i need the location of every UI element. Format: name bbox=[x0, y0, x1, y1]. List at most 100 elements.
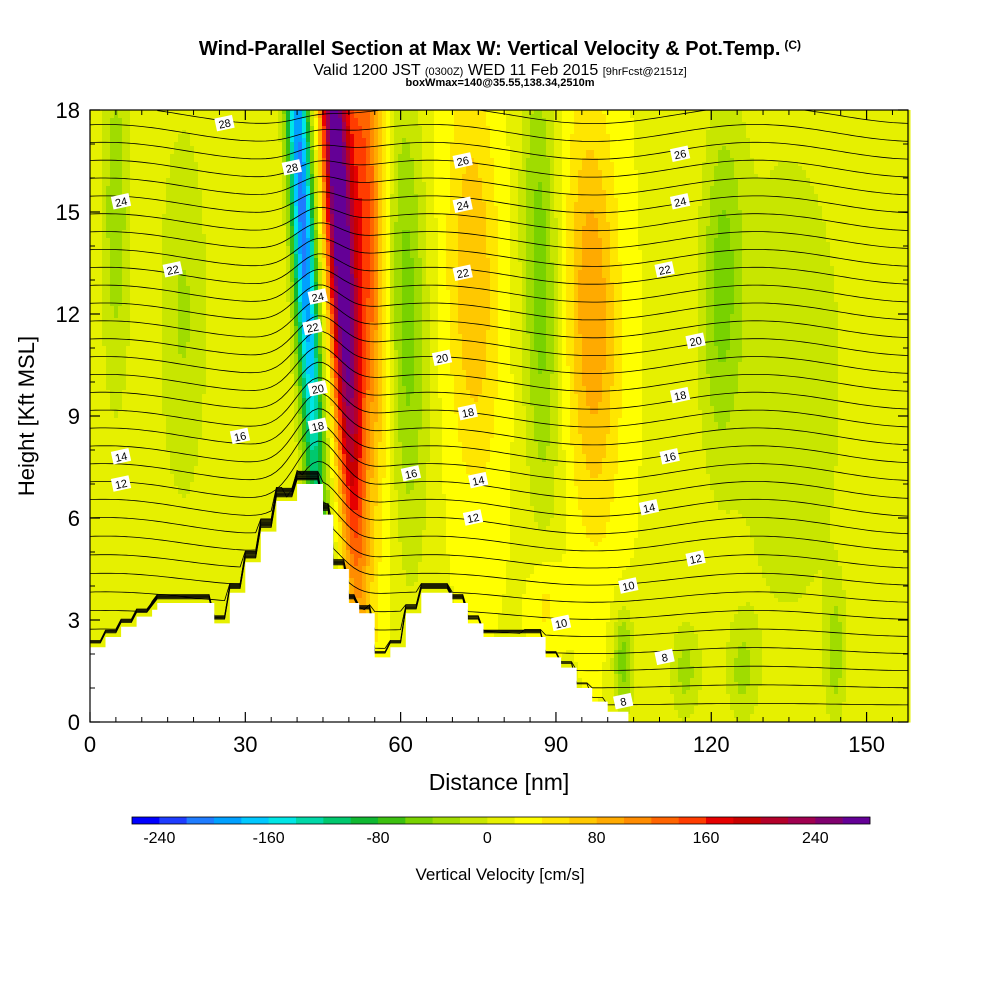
w-cell bbox=[198, 418, 203, 423]
w-cell bbox=[158, 370, 163, 375]
w-cell bbox=[134, 566, 139, 571]
w-cell bbox=[214, 542, 219, 547]
w-cell bbox=[98, 482, 103, 487]
w-cell bbox=[202, 274, 207, 279]
w-cell bbox=[106, 190, 111, 195]
w-cell bbox=[210, 230, 215, 235]
w-cell bbox=[206, 294, 211, 299]
w-cell bbox=[126, 294, 131, 299]
w-cell bbox=[154, 486, 159, 491]
w-cell bbox=[158, 178, 163, 183]
w-cell bbox=[166, 258, 171, 263]
w-cell bbox=[106, 246, 111, 251]
w-cell bbox=[198, 314, 203, 319]
w-cell bbox=[174, 534, 179, 539]
w-cell bbox=[170, 174, 175, 179]
w-cell bbox=[146, 350, 151, 355]
w-cell bbox=[182, 550, 187, 555]
w-cell bbox=[138, 250, 143, 255]
w-cell bbox=[118, 562, 123, 567]
w-cell bbox=[182, 346, 187, 351]
w-cell bbox=[90, 202, 95, 207]
w-cell bbox=[162, 574, 167, 579]
w-cell bbox=[138, 450, 143, 455]
w-cell bbox=[182, 514, 187, 519]
w-cell bbox=[178, 242, 183, 247]
w-cell bbox=[118, 466, 123, 471]
w-cell bbox=[202, 210, 207, 215]
w-cell bbox=[174, 170, 179, 175]
w-cell bbox=[166, 382, 171, 387]
w-cell bbox=[110, 594, 115, 599]
w-cell bbox=[202, 430, 207, 435]
w-cell bbox=[166, 338, 171, 343]
w-cell bbox=[202, 110, 207, 115]
w-cell bbox=[170, 406, 175, 411]
w-cell bbox=[174, 506, 179, 511]
w-cell bbox=[138, 242, 143, 247]
w-cell bbox=[166, 330, 171, 335]
w-cell bbox=[194, 138, 199, 143]
w-cell bbox=[178, 282, 183, 287]
w-cell bbox=[166, 598, 171, 603]
w-cell bbox=[142, 462, 147, 467]
w-cell bbox=[206, 446, 211, 451]
w-cell bbox=[118, 526, 123, 531]
w-cell bbox=[138, 578, 143, 583]
w-cell bbox=[154, 114, 159, 119]
w-cell bbox=[142, 590, 147, 595]
w-cell bbox=[126, 398, 131, 403]
w-cell bbox=[190, 222, 195, 227]
w-cell bbox=[118, 286, 123, 291]
w-cell bbox=[126, 362, 131, 367]
w-cell bbox=[174, 122, 179, 127]
w-cell bbox=[182, 214, 187, 219]
w-cell bbox=[138, 354, 143, 359]
w-cell bbox=[190, 558, 195, 563]
w-cell bbox=[214, 462, 219, 467]
w-cell bbox=[134, 490, 139, 495]
w-cell bbox=[218, 382, 223, 387]
w-cell bbox=[202, 402, 207, 407]
w-cell bbox=[162, 546, 167, 551]
w-cell bbox=[206, 282, 211, 287]
w-cell bbox=[146, 318, 151, 323]
w-cell bbox=[130, 274, 135, 279]
w-cell bbox=[190, 466, 195, 471]
w-cell bbox=[94, 566, 99, 571]
w-cell bbox=[142, 290, 147, 295]
w-cell bbox=[170, 214, 175, 219]
w-cell bbox=[198, 298, 203, 303]
w-cell bbox=[90, 250, 95, 255]
w-cell bbox=[126, 598, 131, 603]
w-cell bbox=[126, 182, 131, 187]
w-cell bbox=[118, 474, 123, 479]
w-cell bbox=[122, 526, 127, 531]
w-cell bbox=[126, 126, 131, 131]
w-cell bbox=[174, 530, 179, 535]
w-cell bbox=[170, 438, 175, 443]
w-cell bbox=[174, 246, 179, 251]
w-cell bbox=[174, 250, 179, 255]
w-cell bbox=[134, 446, 139, 451]
w-cell bbox=[114, 506, 119, 511]
w-cell bbox=[138, 366, 143, 371]
w-cell bbox=[94, 362, 99, 367]
w-cell bbox=[214, 466, 219, 471]
w-cell bbox=[194, 258, 199, 263]
w-cell bbox=[114, 430, 119, 435]
w-cell bbox=[214, 234, 219, 239]
w-cell bbox=[102, 422, 107, 427]
w-cell bbox=[106, 602, 111, 607]
w-cell bbox=[142, 182, 147, 187]
w-cell bbox=[122, 390, 127, 395]
w-cell bbox=[190, 498, 195, 503]
w-cell bbox=[178, 134, 183, 139]
w-cell bbox=[134, 522, 139, 527]
w-cell bbox=[202, 362, 207, 367]
w-cell bbox=[162, 254, 167, 259]
w-cell bbox=[122, 190, 127, 195]
w-cell bbox=[182, 578, 187, 583]
w-cell bbox=[90, 258, 95, 263]
w-cell bbox=[98, 450, 103, 455]
